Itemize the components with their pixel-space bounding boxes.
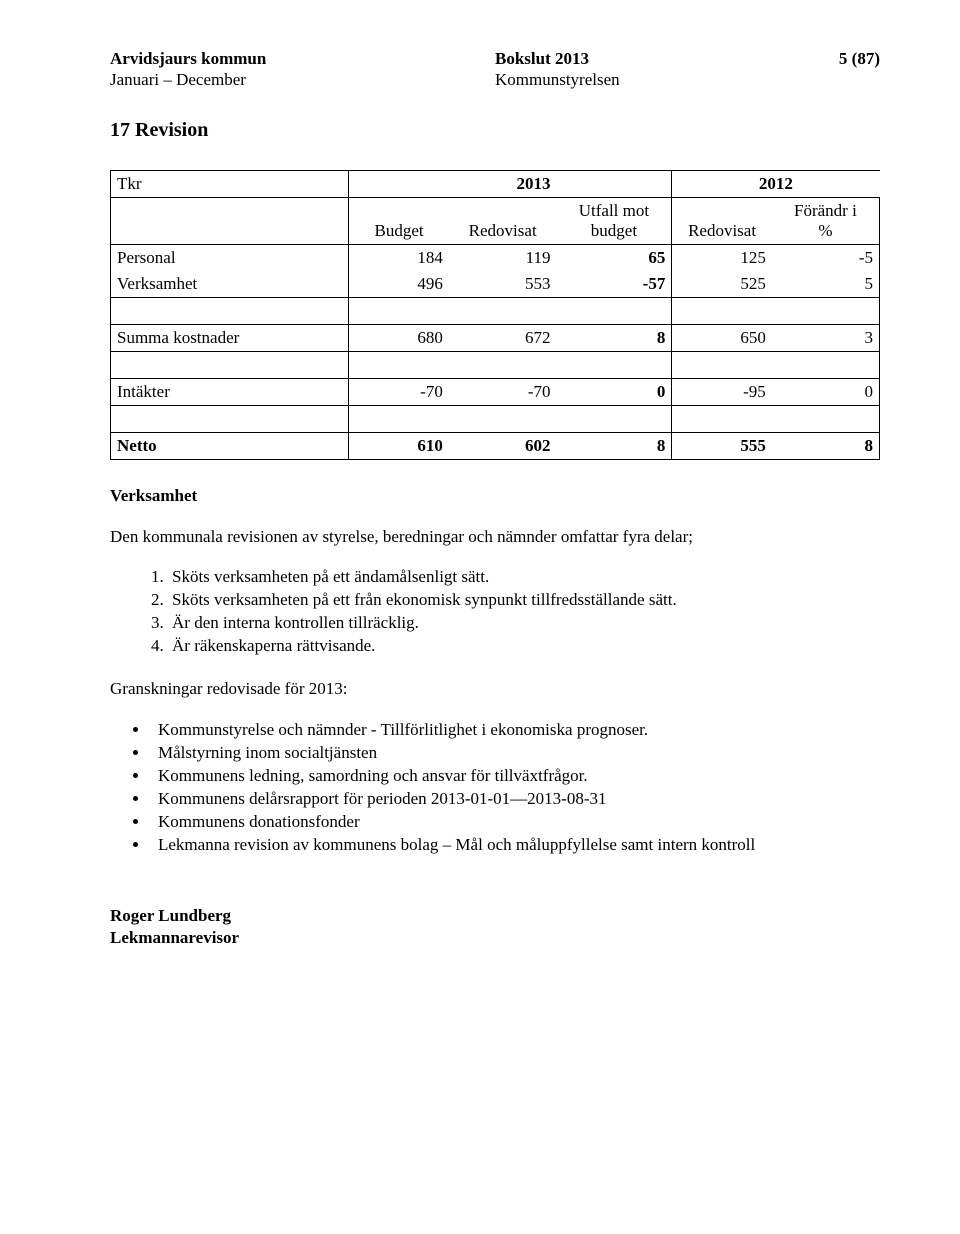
cell: 553 <box>449 271 557 298</box>
signature-block: Roger Lundberg Lekmannarevisor <box>110 905 880 949</box>
table-row-netto: Netto 610 602 8 555 8 <box>111 432 880 459</box>
row-label: Netto <box>111 432 349 459</box>
cell: 0 <box>557 378 672 405</box>
row-label: Summa kostnader <box>111 324 349 351</box>
page: Arvidsjaurs kommun Januari – December Bo… <box>0 0 960 1234</box>
th-utfall: Utfall mot budget <box>557 197 672 244</box>
intro-paragraph: Den kommunala revisionen av styrelse, be… <box>110 526 880 549</box>
cell-empty <box>111 405 349 432</box>
row-label: Intäkter <box>111 378 349 405</box>
list-item: Målstyrning inom socialtjänsten <box>150 742 880 765</box>
cell: 3 <box>772 324 880 351</box>
cell: 184 <box>349 244 449 271</box>
row-label: Personal <box>111 244 349 271</box>
table-spacer <box>111 297 880 324</box>
th-empty <box>349 170 449 197</box>
cell: 602 <box>449 432 557 459</box>
cell-empty <box>111 351 349 378</box>
table-row: Verksamhet 496 553 -57 525 5 <box>111 271 880 298</box>
list-item: Sköts verksamheten på ett från ekonomisk… <box>168 589 880 612</box>
list-item: Är räkenskaperna rättvisande. <box>168 635 880 658</box>
cell: 8 <box>557 324 672 351</box>
financial-table: Tkr 2013 2012 Budget Redovisat Utfall mo… <box>110 170 880 460</box>
table-row: Personal 184 119 65 125 -5 <box>111 244 880 271</box>
cell: -70 <box>349 378 449 405</box>
cell: 672 <box>449 324 557 351</box>
cell: 525 <box>672 271 772 298</box>
table-subheader-row: Budget Redovisat Utfall mot budget Redov… <box>111 197 880 244</box>
cell: 65 <box>557 244 672 271</box>
cell: -70 <box>449 378 557 405</box>
cell-empty <box>111 297 349 324</box>
cell: 496 <box>349 271 449 298</box>
list-item: Kommunens delårsrapport för perioden 201… <box>150 788 880 811</box>
cell: 5 <box>772 271 880 298</box>
org-name: Arvidsjaurs kommun <box>110 48 415 69</box>
th-blank <box>111 197 349 244</box>
numbered-list: Sköts verksamheten på ett ändamålsenligt… <box>110 566 880 658</box>
cell: 119 <box>449 244 557 271</box>
th-forandr: Förändr i % <box>772 197 880 244</box>
cell: -5 <box>772 244 880 271</box>
th-empty2 <box>557 170 672 197</box>
org-period: Januari – December <box>110 69 415 90</box>
table-spacer <box>111 351 880 378</box>
list-item: Kommunens ledning, samordning och ansvar… <box>150 765 880 788</box>
cell: 680 <box>349 324 449 351</box>
section-title: 17 Revision <box>110 119 880 142</box>
signature-name: Roger Lundberg <box>110 905 880 927</box>
header-left: Arvidsjaurs kommun Januari – December <box>110 48 415 91</box>
row-label: Verksamhet <box>111 271 349 298</box>
doc-title: Bokslut 2013 <box>495 48 800 69</box>
cell: 8 <box>772 432 880 459</box>
table-spacer <box>111 405 880 432</box>
doc-subtitle: Kommunstyrelsen <box>495 69 800 90</box>
cell: 125 <box>672 244 772 271</box>
bullet-list: Kommunstyrelse och nämnder - Tillförlitl… <box>110 719 880 857</box>
list-item: Kommunstyrelse och nämnder - Tillförlitl… <box>150 719 880 742</box>
th-redovisat1: Redovisat <box>449 197 557 244</box>
table-row-summa: Summa kostnader 680 672 8 650 3 <box>111 324 880 351</box>
list-item: Lekmanna revision av kommunens bolag – M… <box>150 834 880 857</box>
gransk-intro: Granskningar redovisade för 2013: <box>110 678 880 701</box>
cell: 650 <box>672 324 772 351</box>
table-year-row: Tkr 2013 2012 <box>111 170 880 197</box>
cell: 555 <box>672 432 772 459</box>
cell: -57 <box>557 271 672 298</box>
th-year1: 2013 <box>449 170 557 197</box>
th-redovisat2: Redovisat <box>672 197 772 244</box>
page-number: 5 (87) <box>800 48 880 69</box>
th-year2: 2012 <box>672 170 880 197</box>
cell: 0 <box>772 378 880 405</box>
cell: 8 <box>557 432 672 459</box>
verksamhet-title: Verksamhet <box>110 486 880 506</box>
cell: -95 <box>672 378 772 405</box>
list-item: Kommunens donationsfonder <box>150 811 880 834</box>
list-item: Är den interna kontrollen tillräcklig. <box>168 612 880 635</box>
page-header: Arvidsjaurs kommun Januari – December Bo… <box>110 48 880 91</box>
cell: 610 <box>349 432 449 459</box>
table-row-intakter: Intäkter -70 -70 0 -95 0 <box>111 378 880 405</box>
signature-title: Lekmannarevisor <box>110 927 880 949</box>
list-item: Sköts verksamheten på ett ändamålsenligt… <box>168 566 880 589</box>
header-right: 5 (87) <box>800 48 880 91</box>
th-tkr: Tkr <box>111 170 349 197</box>
header-center: Bokslut 2013 Kommunstyrelsen <box>415 48 800 91</box>
th-budget: Budget <box>349 197 449 244</box>
